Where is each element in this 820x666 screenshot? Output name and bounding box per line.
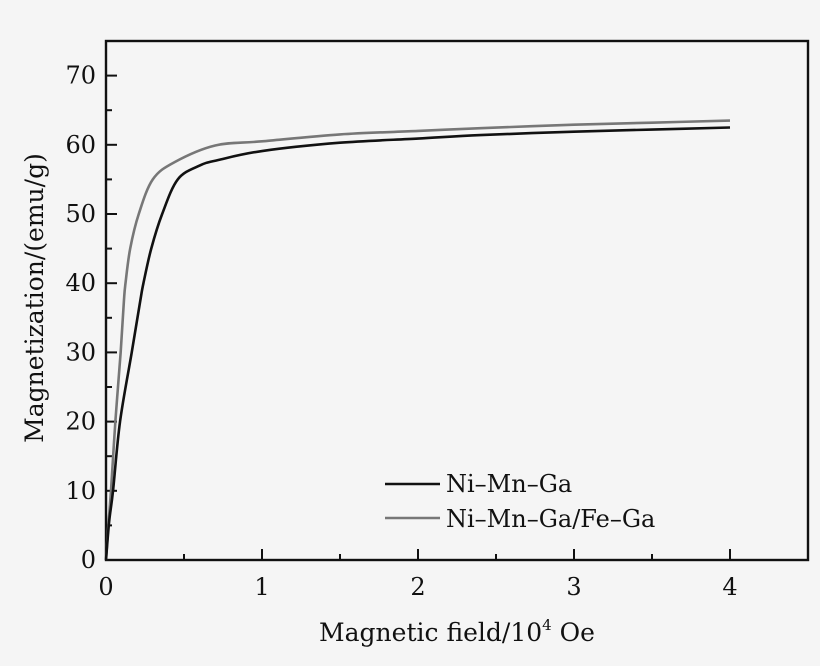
- series-line: [104, 126, 731, 561]
- y-axis-ticks: 0 10 20 30 40 50 60 70: [65, 62, 117, 574]
- y-tick-label: 10: [65, 477, 96, 505]
- y-tick-label: 20: [65, 408, 96, 436]
- series-layer: [104, 119, 731, 561]
- legend: Ni–Mn–Ga Ni–Mn–Ga/Fe–Ga: [385, 470, 655, 533]
- x-tick-label: 1: [254, 573, 269, 601]
- legend-label-ni-mn-ga-fe-ga: Ni–Mn–Ga/Fe–Ga: [446, 505, 655, 533]
- y-tick-label: 50: [65, 200, 96, 228]
- y-axis-title: Magnetization/(emu/g): [20, 153, 49, 443]
- x-axis-title-main: Magnetic field/10: [319, 618, 542, 647]
- y-tick-label: 70: [65, 62, 96, 90]
- plot-frame: [104, 39, 810, 562]
- y-tick-label: 0: [81, 546, 96, 574]
- x-tick-label: 2: [410, 573, 425, 601]
- x-axis-title-unit: Oe: [552, 618, 595, 647]
- legend-label-ni-mn-ga: Ni–Mn–Ga: [446, 470, 572, 498]
- x-tick-label: 4: [722, 573, 737, 601]
- y-tick-label: 30: [65, 338, 96, 366]
- y-tick-label: 40: [65, 269, 96, 297]
- x-tick-label: 3: [566, 573, 581, 601]
- x-axis-title: Magnetic field/104 Oe: [319, 616, 595, 647]
- plot-border: [104, 39, 810, 562]
- x-tick-label: 0: [98, 573, 113, 601]
- y-tick-label: 60: [65, 131, 96, 159]
- series-line: [104, 119, 731, 561]
- x-axis-title-superscript: 4: [542, 616, 552, 634]
- x-axis-ticks: 0 1 2 3 4: [98, 549, 738, 601]
